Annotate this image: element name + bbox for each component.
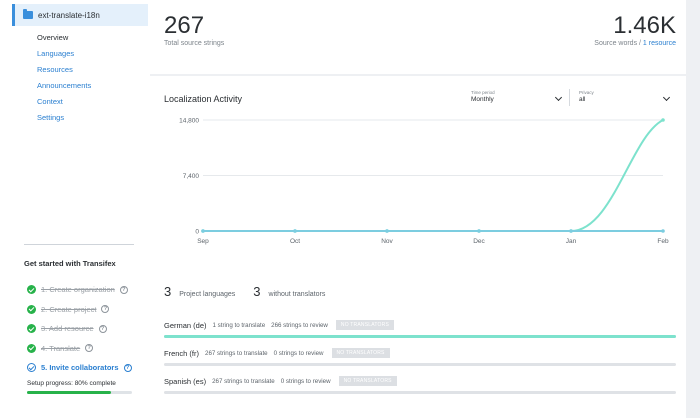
step-label: 4. Translate <box>41 343 81 353</box>
series-point-1 <box>201 229 205 233</box>
step-create-organization[interactable]: 1. Create organization ? <box>27 280 132 300</box>
language-row-french[interactable]: French (fr) 267 strings to translate 0 s… <box>164 348 676 366</box>
strings-to-review: 266 strings to review <box>271 321 328 329</box>
check-circle-icon <box>27 304 36 314</box>
privacy-value: all <box>579 96 586 103</box>
folder-icon <box>23 9 33 19</box>
series-point-1 <box>293 229 297 233</box>
languages-count-label: Project languages <box>179 291 236 298</box>
source-strings-label: Total source strings <box>164 40 225 47</box>
step-label: 3. Add resource <box>41 324 94 334</box>
time-period-label: Time period <box>471 90 495 95</box>
get-started-title: Get started with Transifex <box>24 259 116 268</box>
time-period-value: Monthly <box>471 96 494 103</box>
no-translators-badge: NO TRANSLATORS <box>335 320 394 330</box>
languages-summary: 3 Project languages 3 without translator… <box>164 284 343 299</box>
check-circle-icon <box>27 343 36 353</box>
source-words-label: Source words / 1 resource <box>594 40 676 47</box>
x-tick-label: Sep <box>197 238 209 245</box>
source-strings-count: 267 <box>164 12 205 39</box>
step-add-resource[interactable]: 3. Add resource ? <box>27 319 132 339</box>
stats-header: 267 Total source strings 1.46K Source wo… <box>150 0 686 76</box>
sidebar-divider <box>24 244 134 245</box>
step-invite-collaborators[interactable]: 5. Invite collaborators ? <box>27 358 132 378</box>
activity-chart: 0 7,400 14,800 Sep Oct Nov Dec Jan Feb <box>179 118 669 246</box>
help-icon[interactable]: ? <box>98 324 107 333</box>
language-row-spanish[interactable]: Spanish (es) 267 strings to translate 0 … <box>164 376 676 394</box>
nav-item-settings[interactable]: Settings <box>37 113 65 122</box>
nav-item-languages[interactable]: Languages <box>37 49 75 58</box>
main-content: 267 Total source strings 1.46K Source wo… <box>150 0 686 418</box>
strings-to-review: 0 strings to review <box>273 349 324 357</box>
project-name: ext-translate-i18n <box>38 10 100 20</box>
nav-item-context[interactable]: Context <box>37 97 63 106</box>
x-tick-label: Feb <box>657 238 669 245</box>
source-words-count: 1.46K <box>613 12 676 39</box>
strings-to-review: 0 strings to review <box>280 377 331 385</box>
series-point-1 <box>569 229 573 233</box>
series-point-1 <box>477 229 481 233</box>
strings-to-translate: 267 strings to translate <box>212 377 275 385</box>
help-icon[interactable]: ? <box>101 305 110 314</box>
language-name[interactable]: Spanish (es) <box>164 376 207 386</box>
no-translators-badge: NO TRANSLATORS <box>338 376 397 386</box>
check-circle-icon <box>27 285 36 295</box>
sidebar: ext-translate-i18n Overview Languages Re… <box>0 0 150 418</box>
x-tick-label: Dec <box>473 238 485 245</box>
privacy-select[interactable]: Privacy all <box>579 90 671 106</box>
y-tick-label: 7,400 <box>183 173 200 180</box>
setup-progress-label: Setup progress: 80% complete <box>27 380 116 387</box>
activity-title: Localization Activity <box>164 94 243 104</box>
nav-item-announcements[interactable]: Announcements <box>37 81 92 90</box>
language-progress-fill <box>164 335 676 338</box>
step-label: 5. Invite collaborators <box>41 363 119 373</box>
resource-link[interactable]: 1 resource <box>642 40 676 47</box>
language-name[interactable]: German (de) <box>164 320 207 330</box>
help-icon[interactable]: ? <box>123 363 132 372</box>
step-create-project[interactable]: 2. Create project ? <box>27 300 132 320</box>
project-nav: Overview Languages Resources Announcemen… <box>37 33 91 129</box>
check-circle-icon <box>27 324 36 334</box>
setup-progress-fill <box>27 391 111 394</box>
setup-progress-bar <box>27 391 132 394</box>
x-tick-label: Nov <box>381 238 393 245</box>
language-progress-bar <box>164 363 676 366</box>
privacy-label: Privacy <box>579 90 594 95</box>
series-point-0 <box>661 118 665 122</box>
language-progress-bar <box>164 391 676 394</box>
strings-to-translate: 267 strings to translate <box>205 349 268 357</box>
step-translate[interactable]: 4. Translate ? <box>27 339 132 359</box>
language-progress-bar <box>164 335 676 338</box>
source-words-text: Source words / <box>594 40 643 47</box>
y-tick-label: 14,800 <box>179 118 199 125</box>
x-tick-label: Jan <box>566 238 577 245</box>
x-tick-label: Oct <box>290 238 300 245</box>
step-label: 2. Create project <box>41 304 97 314</box>
help-icon[interactable]: ? <box>119 285 128 294</box>
get-started-steps: 1. Create organization ? 2. Create proje… <box>27 280 132 378</box>
nav-item-overview[interactable]: Overview <box>37 33 69 42</box>
time-period-select[interactable]: Time period Monthly <box>471 90 563 106</box>
languages-count: 3 <box>164 284 172 299</box>
language-row-german[interactable]: German (de) 1 string to translate 266 st… <box>164 320 676 338</box>
nav-item-resources[interactable]: Resources <box>37 65 73 74</box>
page-scrollbar[interactable] <box>686 0 700 418</box>
language-name[interactable]: French (fr) <box>164 348 200 358</box>
help-icon[interactable]: ? <box>85 344 94 353</box>
without-translators-label: without translators <box>268 291 326 298</box>
no-translators-badge: NO TRANSLATORS <box>331 348 390 358</box>
series-point-1 <box>661 229 665 233</box>
series-point-1 <box>385 229 389 233</box>
without-translators-count: 3 <box>253 284 261 299</box>
select-separator <box>569 89 570 106</box>
strings-to-translate: 1 string to translate <box>212 321 266 329</box>
y-tick-label: 0 <box>195 229 199 236</box>
check-circle-outline-icon <box>27 363 36 373</box>
project-selector[interactable]: ext-translate-i18n <box>12 4 148 26</box>
step-label: 1. Create organization <box>41 285 115 295</box>
